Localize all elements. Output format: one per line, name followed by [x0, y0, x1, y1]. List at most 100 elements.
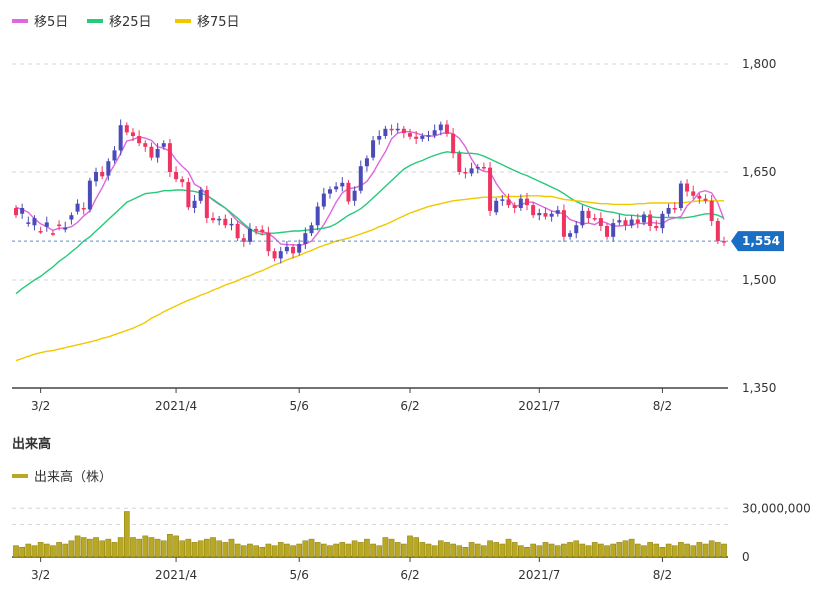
volume-bar-93	[585, 545, 592, 558]
volume-bar-13	[93, 537, 99, 558]
candle-body-26	[174, 172, 179, 180]
volume-bar-105	[659, 547, 666, 558]
volume-bar-83	[524, 547, 530, 558]
candle-body-15	[106, 161, 111, 176]
candle-body-103	[648, 214, 653, 226]
candle-body-16	[112, 150, 117, 161]
volume-bar-48	[308, 538, 315, 558]
volume-bar-73	[462, 547, 469, 558]
volume-bar-58	[370, 543, 376, 558]
candle-body-7	[57, 224, 62, 227]
price-tick-label-0: 1,800	[742, 57, 776, 71]
volume-bar-54	[345, 543, 352, 558]
candle-body-53	[340, 182, 345, 187]
candle-body-58	[371, 140, 376, 158]
volume-bar-40	[259, 547, 266, 558]
volume-bar-88	[554, 545, 561, 558]
volume-axis-labels: 30,000,000 0	[742, 501, 811, 564]
volume-bar-14	[99, 540, 106, 558]
candle-body-61	[389, 128, 394, 131]
volume-bar-109	[684, 543, 690, 558]
volume-bar-37	[240, 545, 247, 558]
candle-body-48	[309, 225, 314, 234]
candle-body-74	[469, 168, 474, 174]
volume-bar-85	[536, 545, 543, 558]
volume-bar-100	[628, 538, 635, 558]
volume-bar-46	[296, 543, 303, 558]
candle-body-72	[457, 153, 462, 172]
volume-bar-17	[117, 537, 124, 558]
volume-bar-23	[154, 538, 161, 558]
candle-body-113	[709, 200, 714, 221]
candle-body-76	[481, 166, 486, 169]
volume-bars	[13, 511, 727, 558]
candle-body-11	[81, 208, 86, 210]
volume-bar-108	[678, 542, 684, 558]
candle-body-78	[494, 200, 499, 213]
volume-bar-106	[665, 543, 672, 558]
candle-body-63	[401, 128, 406, 134]
candle-body-52	[334, 186, 339, 190]
volume-tick-label-0: 30,000,000	[742, 501, 811, 515]
candle-body-115	[722, 241, 726, 243]
candle-body-56	[358, 166, 363, 191]
volume-bar-71	[450, 543, 456, 558]
candle-body-85	[537, 213, 542, 216]
volume-bar-11	[80, 537, 87, 558]
ma-line-0	[15, 130, 725, 247]
volume-bar-9	[68, 540, 75, 558]
volume-bar-79	[499, 543, 506, 558]
candle-body-33	[217, 218, 222, 221]
candle-body-49	[315, 206, 320, 226]
volume-bar-95	[598, 543, 604, 558]
volume-bar-22	[148, 537, 155, 558]
candle-body-105	[660, 213, 665, 229]
volume-bar-53	[339, 542, 346, 558]
volume-x-label-2: 5/6	[290, 568, 309, 582]
candle-body-97	[611, 223, 616, 237]
candle-body-80	[506, 199, 511, 206]
price-x-label-4: 2021/7	[518, 399, 560, 413]
volume-bar-32	[210, 537, 216, 558]
volume-bar-8	[62, 543, 69, 558]
candle-body-70	[444, 124, 449, 134]
volume-bar-10	[74, 535, 81, 558]
candle-body-17	[118, 125, 123, 151]
candle-body-66	[420, 136, 425, 139]
candle-body-51	[327, 189, 332, 194]
volume-bar-65	[413, 537, 420, 558]
volume-bar-70	[444, 542, 450, 558]
candle-body-40	[260, 229, 265, 233]
candle-body-62	[395, 128, 400, 131]
candle-body-64	[408, 133, 413, 137]
volume-bar-15	[105, 538, 112, 558]
volume-x-axis-labels: 3/2 2021/4 5/6 6/2 2021/7 8/2	[31, 557, 672, 582]
candle-body-55	[352, 190, 357, 201]
candle-body-29	[192, 200, 197, 208]
candle-body-12	[87, 180, 92, 210]
volume-bar-104	[653, 543, 660, 558]
candle-body-98	[617, 220, 622, 223]
candle-body-90	[568, 233, 573, 237]
volume-bar-47	[302, 540, 309, 558]
candle-body-95	[598, 218, 603, 226]
volume-bar-19	[130, 537, 136, 558]
candle-body-23	[155, 148, 160, 158]
volume-bar-36	[234, 543, 241, 558]
volume-bar-80	[505, 538, 512, 558]
volume-bar-25	[167, 534, 173, 558]
candle-body-21	[143, 143, 148, 147]
candle-body-100	[629, 219, 634, 226]
candle-body-99	[623, 220, 628, 226]
volume-bar-94	[591, 542, 598, 558]
candle-body-101	[635, 219, 640, 224]
candle-body-42	[272, 251, 277, 259]
volume-bar-2	[25, 543, 32, 558]
volume-bar-92	[579, 543, 586, 558]
candle-body-86	[543, 213, 548, 217]
candle-body-20	[137, 136, 142, 144]
volume-tick-label-1: 0	[742, 550, 750, 564]
candle-body-6	[50, 233, 55, 235]
